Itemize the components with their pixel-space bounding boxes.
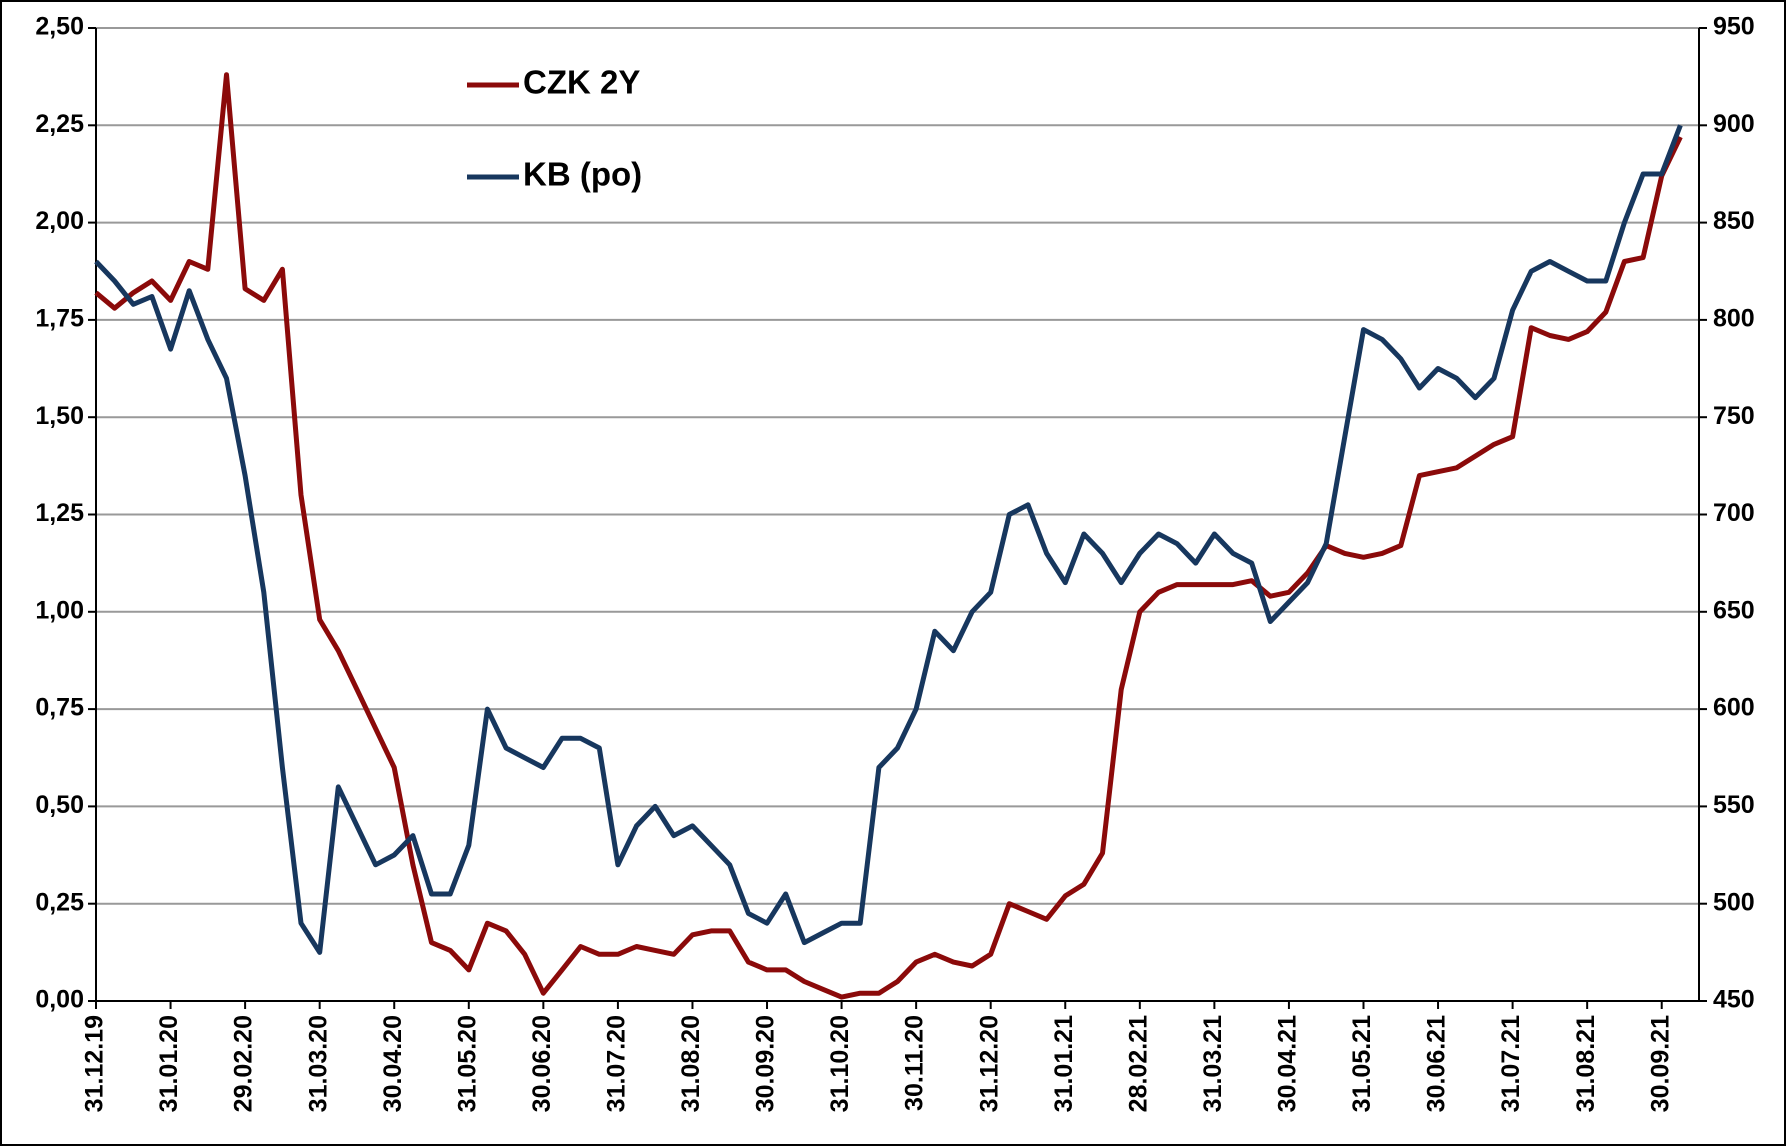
x-tick-label: 31.01.21 (1050, 1015, 1078, 1112)
x-tick-label: 30.11.20 (901, 1015, 929, 1111)
x-tick-label: 31.10.20 (826, 1015, 854, 1112)
x-tick-label: 30.09.20 (752, 1015, 780, 1112)
y2-tick-label: 850 (1713, 207, 1755, 235)
y2-tick-label: 800 (1713, 305, 1755, 333)
x-tick-label: 30.09.21 (1646, 1015, 1674, 1112)
y2-tick-label: 900 (1713, 110, 1755, 138)
y2-tick-label: 500 (1713, 888, 1755, 916)
y-tick-label: 0,25 (35, 888, 84, 916)
series-line (94, 124, 1683, 955)
x-tick-label: 30.06.21 (1423, 1015, 1451, 1112)
y2-tick-label: 600 (1713, 694, 1755, 722)
y-tick-label: 2,25 (35, 110, 84, 138)
x-tick-label: 31.12.19 (81, 1015, 109, 1112)
legend-label: KB (po) (523, 156, 642, 193)
y-tick-label: 1,00 (35, 596, 84, 624)
x-tick-label: 31.03.20 (304, 1015, 332, 1112)
y2-tick-label: 750 (1713, 402, 1755, 430)
y2-tick-label: 550 (1713, 791, 1755, 819)
y2-tick-label: 700 (1713, 499, 1755, 527)
x-tick-label: 31.01.20 (155, 1015, 183, 1112)
y-tick-label: 0,75 (35, 694, 84, 722)
y2-tick-label: 950 (1713, 13, 1755, 41)
x-tick-label: 31.07.21 (1497, 1015, 1525, 1112)
x-tick-label: 31.05.21 (1348, 1015, 1376, 1112)
y-tick-label: 1,50 (35, 402, 84, 430)
x-tick-label: 31.12.20 (975, 1015, 1003, 1112)
x-tick-label: 31.08.21 (1572, 1015, 1600, 1112)
x-tick-label: 31.07.20 (603, 1015, 631, 1112)
x-tick-label: 31.05.20 (453, 1015, 481, 1112)
legend-label: CZK 2Y (523, 64, 640, 101)
y-tick-label: 1,25 (35, 499, 84, 527)
y-tick-label: 0,50 (35, 791, 84, 819)
x-tick-label: 31.08.20 (677, 1015, 705, 1112)
x-tick-label: 28.02.21 (1124, 1015, 1152, 1112)
y-tick-label: 0,00 (35, 986, 84, 1014)
series-line (94, 72, 1683, 1000)
x-tick-label: 30.04.21 (1274, 1015, 1302, 1112)
y-tick-label: 1,75 (35, 305, 84, 333)
y2-tick-label: 450 (1713, 986, 1755, 1014)
x-tick-label: 30.06.20 (528, 1015, 556, 1112)
y-tick-label: 2,50 (35, 13, 84, 41)
y-tick-label: 2,00 (35, 207, 84, 235)
x-tick-label: 31.03.21 (1199, 1015, 1227, 1112)
y2-tick-label: 650 (1713, 596, 1755, 624)
x-tick-label: 30.04.20 (379, 1015, 407, 1112)
x-tick-label: 29.02.20 (230, 1015, 258, 1112)
